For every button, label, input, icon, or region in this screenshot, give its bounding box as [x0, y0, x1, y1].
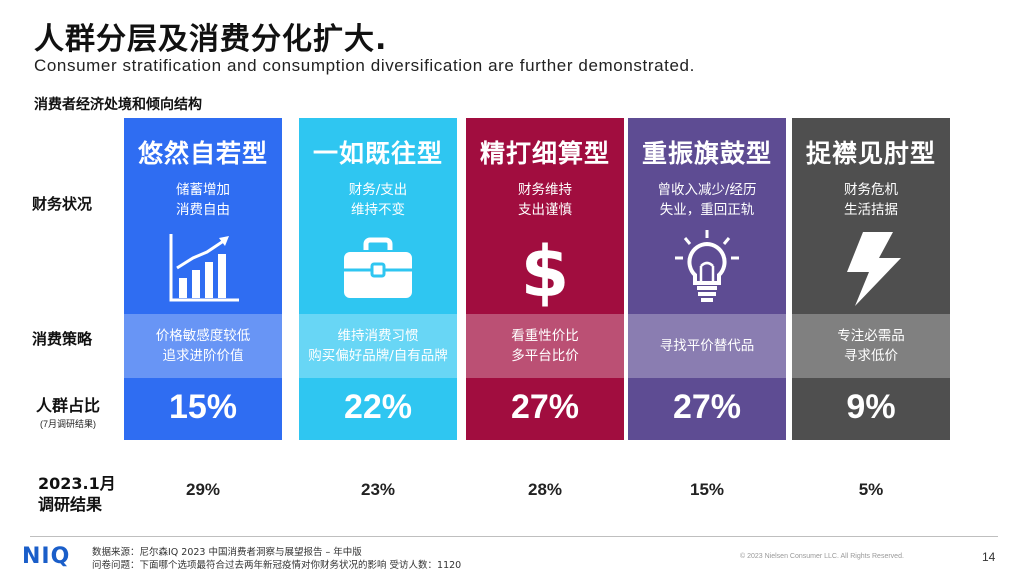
row-label-financial: 财务状况: [32, 195, 93, 213]
share-percentage: 27%: [672, 388, 742, 426]
row-label-share: 人群占比: [36, 396, 101, 415]
segment-card-2: 一如既往型 财务/支出 维持不变 维持消费习惯 购买偏好品牌/自有品牌 22%: [299, 118, 457, 440]
financial-status-line: 财务危机: [844, 182, 898, 198]
financial-status: 财务/支出 维持不变: [299, 180, 457, 220]
financial-status-line: 财务维持: [518, 182, 572, 198]
financial-status: 财务维持 支出谨慎: [466, 180, 624, 220]
strategy-line: 看重性价比: [511, 328, 579, 344]
lightbulb-icon: [675, 230, 739, 302]
jan-result: 23%: [360, 480, 396, 499]
segment-card-1: 悠然自若型 储蓄增加 消费自由 价格敏感度较低 追求进阶价值 15%: [124, 118, 282, 440]
row-label-jan-line1: 2023.1月: [38, 474, 116, 493]
segment-card-4: 重振旗鼓型 曾收入减少/经历 失业，重回正轨 寻找平价替代品 27%: [628, 118, 786, 440]
segment-name: 悠然自若型: [137, 139, 268, 168]
row-label-share-note: (7月调研结果): [40, 419, 96, 429]
source-line: 问卷问题：下面哪个选项最符合过去两年新冠疫情对你财务状况的影响 受访人数：112…: [92, 560, 462, 571]
lightning-icon: [847, 232, 901, 306]
financial-status-line: 财务/支出: [348, 182, 408, 198]
page-number: 14: [982, 550, 996, 564]
jan-result: 29%: [185, 480, 221, 499]
segment-name: 一如既往型: [312, 139, 443, 168]
strategy-line: 购买偏好品牌/自有品牌: [308, 348, 448, 364]
financial-status-line: 曾收入减少/经历: [657, 182, 757, 198]
strategy-line: 寻求低价: [844, 348, 898, 364]
strategy-line: 专注必需品: [837, 328, 905, 344]
financial-status: 储蓄增加 消费自由: [124, 180, 282, 220]
share-percentage: 22%: [343, 388, 413, 426]
financial-status-line: 失业，重回正轨: [659, 202, 755, 218]
strategy-line: 维持消费习惯: [337, 328, 419, 344]
jan-result: 5%: [858, 480, 884, 499]
consumption-strategy: 价格敏感度较低 追求进阶价值: [124, 314, 282, 378]
financial-status-line: 生活拮据: [844, 202, 898, 218]
strategy-line: 寻找平价替代品: [659, 338, 755, 354]
source-note: 数据来源：尼尔森IQ 2023 中国消费者洞察与展望报告 – 年中版 问卷问题：…: [92, 546, 461, 572]
bar-chart-growth-icon: [169, 234, 239, 302]
segment-card-5: 捉襟见肘型 财务危机 生活拮据 专注必需品 寻求低价 9%: [792, 118, 950, 440]
financial-status: 曾收入减少/经历 失业，重回正轨: [628, 180, 786, 220]
page-title: 人群分层及消费分化扩大.: [34, 22, 388, 57]
financial-status-line: 维持不变: [351, 202, 405, 218]
source-line: 数据来源：尼尔森IQ 2023 中国消费者洞察与展望报告 – 年中版: [92, 547, 362, 558]
footer-divider: [30, 536, 998, 537]
financial-status-line: 支出谨慎: [518, 202, 572, 218]
jan-result: 15%: [689, 480, 725, 499]
jan-result: 28%: [527, 480, 563, 499]
page-subtitle: Consumer stratification and consumption …: [34, 56, 695, 75]
section-title: 消费者经济处境和倾向结构: [34, 97, 202, 113]
consumption-strategy: 维持消费习惯 购买偏好品牌/自有品牌: [299, 314, 457, 378]
segment-name: 捉襟见肘型: [805, 139, 936, 168]
financial-status-line: 消费自由: [176, 202, 230, 218]
share-percentage: 9%: [846, 388, 896, 426]
strategy-line: 价格敏感度较低: [155, 328, 251, 344]
segment-name: 重振旗鼓型: [641, 139, 772, 168]
share-percentage: 27%: [510, 388, 580, 426]
share-percentage: 15%: [168, 388, 238, 426]
niq-logo: NIQ: [22, 544, 71, 569]
consumption-strategy: 寻找平价替代品: [628, 314, 786, 378]
briefcase-icon: [344, 237, 412, 298]
strategy-line: 追求进阶价值: [162, 348, 244, 364]
financial-status: 财务危机 生活拮据: [792, 180, 950, 220]
svg-text:$: $: [521, 231, 570, 308]
segment-card-3: 精打细算型 财务维持 支出谨慎 $ 看重性价比 多平台比价 27%: [466, 118, 624, 440]
consumption-strategy: 专注必需品 寻求低价: [792, 314, 950, 378]
segment-name: 精打细算型: [479, 139, 610, 168]
dollar-sign-icon: $: [521, 231, 570, 308]
financial-status-line: 储蓄增加: [176, 182, 230, 198]
consumption-strategy: 看重性价比 多平台比价: [466, 314, 624, 378]
strategy-line: 多平台比价: [511, 348, 579, 364]
row-label-strategy: 消费策略: [32, 330, 93, 348]
row-label-jan-line2: 调研结果: [38, 495, 103, 514]
copyright: © 2023 Nielsen Consumer LLC. All Rights …: [740, 553, 904, 560]
